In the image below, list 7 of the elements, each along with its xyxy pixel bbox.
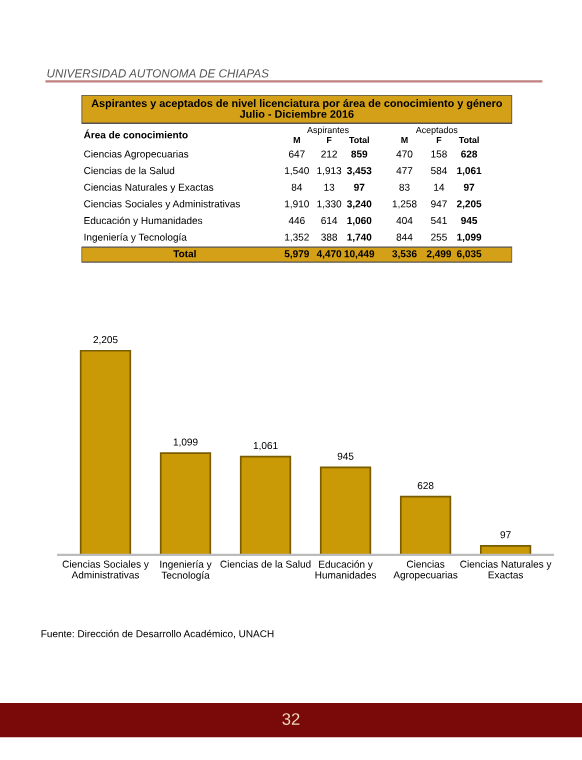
bar — [159, 452, 212, 555]
bar — [479, 544, 532, 555]
bar — [399, 495, 452, 555]
bar — [79, 349, 132, 555]
text: 32 — [282, 713, 300, 725]
bar — [239, 455, 292, 555]
bar — [319, 466, 372, 555]
